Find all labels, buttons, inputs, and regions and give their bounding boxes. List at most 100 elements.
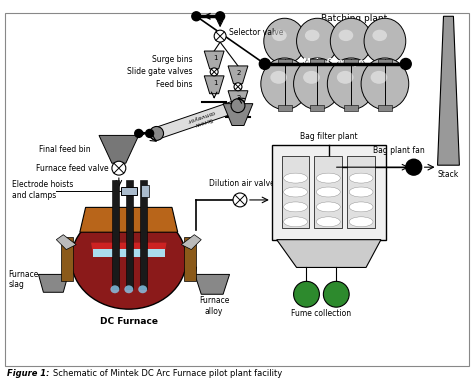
Text: Final feed bin: Final feed bin (39, 145, 91, 154)
Ellipse shape (270, 71, 287, 84)
Ellipse shape (283, 217, 308, 227)
Bar (378, 59, 392, 65)
Text: Surge bins: Surge bins (152, 55, 192, 64)
Polygon shape (228, 66, 248, 84)
Bar (141, 185, 149, 197)
Ellipse shape (317, 217, 340, 227)
Polygon shape (155, 100, 240, 139)
Bar (278, 59, 292, 65)
Text: 2: 2 (237, 70, 241, 76)
Bar (278, 105, 292, 110)
Ellipse shape (330, 18, 372, 64)
Ellipse shape (71, 210, 186, 309)
Text: Furnace feed valve: Furnace feed valve (36, 164, 109, 173)
Circle shape (112, 161, 126, 175)
Circle shape (214, 30, 226, 42)
Polygon shape (91, 243, 166, 254)
Circle shape (231, 99, 245, 112)
Circle shape (150, 127, 164, 141)
Text: Bag filter plant: Bag filter plant (300, 132, 358, 141)
Text: Dilution air valve: Dilution air valve (209, 179, 275, 188)
Bar (282, 156, 310, 228)
Polygon shape (204, 51, 224, 69)
Ellipse shape (373, 30, 387, 41)
Polygon shape (80, 208, 178, 232)
Text: Main Conveyor: Main Conveyor (303, 59, 368, 67)
Text: Stack: Stack (438, 170, 459, 179)
Polygon shape (56, 235, 76, 249)
Circle shape (406, 159, 422, 175)
Polygon shape (182, 235, 201, 249)
Ellipse shape (349, 187, 373, 197)
Bar (93, 249, 164, 256)
Ellipse shape (349, 202, 373, 212)
Circle shape (210, 68, 218, 76)
Circle shape (323, 281, 349, 307)
Ellipse shape (317, 173, 340, 183)
Text: Selector valve: Selector valve (229, 28, 283, 37)
Ellipse shape (364, 18, 406, 64)
Ellipse shape (317, 202, 340, 212)
Text: Furnace
slag: Furnace slag (9, 270, 39, 289)
Circle shape (135, 129, 143, 137)
Text: Fume collection: Fume collection (292, 309, 351, 318)
Ellipse shape (264, 18, 306, 64)
Ellipse shape (349, 217, 373, 227)
Bar (61, 237, 73, 281)
Circle shape (146, 129, 154, 137)
Ellipse shape (261, 58, 309, 110)
Polygon shape (195, 275, 229, 294)
Bar (344, 59, 358, 65)
Bar (140, 180, 146, 289)
Circle shape (293, 281, 319, 307)
Bar (314, 156, 342, 228)
Bar (126, 180, 133, 289)
Text: Feed bins: Feed bins (156, 80, 192, 89)
Polygon shape (223, 104, 253, 126)
Ellipse shape (361, 58, 409, 110)
Bar (112, 180, 119, 289)
Polygon shape (204, 76, 224, 94)
Ellipse shape (305, 30, 319, 41)
Ellipse shape (303, 71, 320, 84)
Text: Electrode hoists
and clamps: Electrode hoists and clamps (12, 180, 73, 200)
Bar (272, 146, 386, 239)
Circle shape (401, 59, 411, 69)
Polygon shape (277, 239, 381, 268)
Ellipse shape (138, 285, 147, 293)
Ellipse shape (337, 71, 354, 84)
Bar (378, 105, 392, 110)
Bar (344, 105, 358, 110)
Ellipse shape (338, 30, 353, 41)
Text: 1: 1 (213, 55, 218, 61)
Text: Screw
conveyor: Screw conveyor (186, 109, 218, 129)
Ellipse shape (283, 187, 308, 197)
Circle shape (234, 83, 242, 91)
Text: DC Furnace: DC Furnace (100, 317, 158, 326)
Circle shape (192, 12, 201, 21)
Ellipse shape (328, 58, 375, 110)
Ellipse shape (349, 173, 373, 183)
Bar (347, 156, 375, 228)
Ellipse shape (371, 71, 387, 84)
Ellipse shape (272, 30, 287, 41)
Circle shape (216, 12, 225, 21)
Polygon shape (438, 16, 459, 165)
Text: 1: 1 (213, 80, 218, 86)
Ellipse shape (124, 285, 133, 293)
Ellipse shape (110, 285, 119, 293)
Circle shape (233, 193, 247, 207)
Ellipse shape (283, 202, 308, 212)
Circle shape (259, 59, 270, 69)
Polygon shape (228, 91, 248, 109)
Text: Bag plant fan: Bag plant fan (373, 146, 425, 155)
Ellipse shape (297, 18, 338, 64)
Ellipse shape (317, 187, 340, 197)
Polygon shape (38, 275, 68, 292)
Bar (184, 237, 196, 281)
Ellipse shape (283, 173, 308, 183)
Text: 2: 2 (237, 95, 241, 101)
Polygon shape (99, 136, 139, 163)
Text: Batching plant: Batching plant (321, 14, 387, 23)
Text: Furnace
alloy: Furnace alloy (199, 296, 229, 316)
